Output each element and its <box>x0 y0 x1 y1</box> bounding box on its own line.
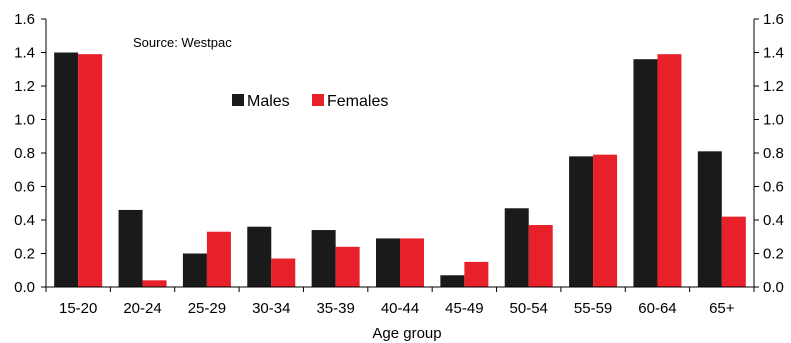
x-tick-label: 15-20 <box>59 300 97 317</box>
bar-males-30-34 <box>247 226 272 287</box>
y-tick-label-left: 0.2 <box>14 246 35 263</box>
y-tick-label-left: 1.6 <box>14 11 35 28</box>
y-tick-label-left: 0.0 <box>14 279 35 296</box>
y-tick-label-left: 0.4 <box>14 212 35 229</box>
x-tick-label: 50-54 <box>510 300 548 317</box>
bar-males-40-44 <box>376 238 400 287</box>
y-tick-label-right: 0.4 <box>763 212 784 229</box>
bars-layer <box>54 52 746 288</box>
y-tick-label-right: 0.0 <box>763 279 784 296</box>
bar-females-30-34 <box>271 258 296 287</box>
bar-males-35-39 <box>311 230 336 287</box>
source-annotation: Source: Westpac <box>133 35 232 50</box>
y-tick-label-left: 1.2 <box>14 78 35 95</box>
bar-females-60-64 <box>657 54 682 287</box>
x-tick-label: 60-64 <box>638 300 676 317</box>
bar-females-50-54 <box>528 225 553 287</box>
y-tick-label-left: 0.8 <box>14 145 35 162</box>
x-tick-label: 25-29 <box>188 300 226 317</box>
bar-males-20-24 <box>118 209 143 287</box>
legend-label-females: Females <box>327 93 388 110</box>
y-tick-label-right: 1.6 <box>763 11 784 28</box>
bar-females-40-44 <box>400 238 424 287</box>
x-tick-label: 40-44 <box>381 300 419 317</box>
legend-swatch-males <box>232 94 244 106</box>
bar-males-15-20 <box>54 52 79 287</box>
y-tick-label-left: 1.4 <box>14 45 35 62</box>
x-tick-label: 20-24 <box>123 300 161 317</box>
x-tick-label: 55-59 <box>574 300 612 317</box>
bar-males-55-59 <box>569 156 594 287</box>
bar-males-25-29 <box>182 253 207 287</box>
bar-females-15-20 <box>78 54 103 287</box>
y-tick-label-right: 1.0 <box>763 112 784 129</box>
bar-females-65+ <box>721 216 746 287</box>
y-tick-label-right: 1.2 <box>763 78 784 95</box>
bar-males-65+ <box>697 151 722 287</box>
x-tick-label: 45-49 <box>445 300 483 317</box>
bar-females-20-24 <box>142 280 167 287</box>
x-tick-label: 35-39 <box>316 300 354 317</box>
y-tick-label-left: 0.6 <box>14 179 35 196</box>
y-tick-label-left: 1.0 <box>14 112 35 129</box>
x-tick-label: 30-34 <box>252 300 290 317</box>
x-axis-title: Age group <box>372 325 441 342</box>
bar-males-45-49 <box>440 275 465 287</box>
legend: Males Females <box>232 93 388 110</box>
bar-males-50-54 <box>504 208 529 287</box>
bar-females-25-29 <box>206 231 231 287</box>
bar-females-55-59 <box>593 154 618 287</box>
bar-males-60-64 <box>633 59 658 288</box>
bar-females-45-49 <box>464 261 489 287</box>
y-tick-label-right: 0.2 <box>763 246 784 263</box>
legend-swatch-females <box>312 94 324 106</box>
y-tick-label-right: 1.4 <box>763 45 784 62</box>
y-tick-label-right: 0.8 <box>763 145 784 162</box>
legend-label-males: Males <box>247 93 290 110</box>
y-tick-label-right: 0.6 <box>763 179 784 196</box>
x-tick-label: 65+ <box>709 300 735 317</box>
bar-females-35-39 <box>335 246 360 287</box>
ticks-layer: 0.0 0.0 0.2 0.2 0.4 0.4 0.6 0.6 0.8 0.8 1.0 1.0 1.2 1… <box>14 11 784 317</box>
